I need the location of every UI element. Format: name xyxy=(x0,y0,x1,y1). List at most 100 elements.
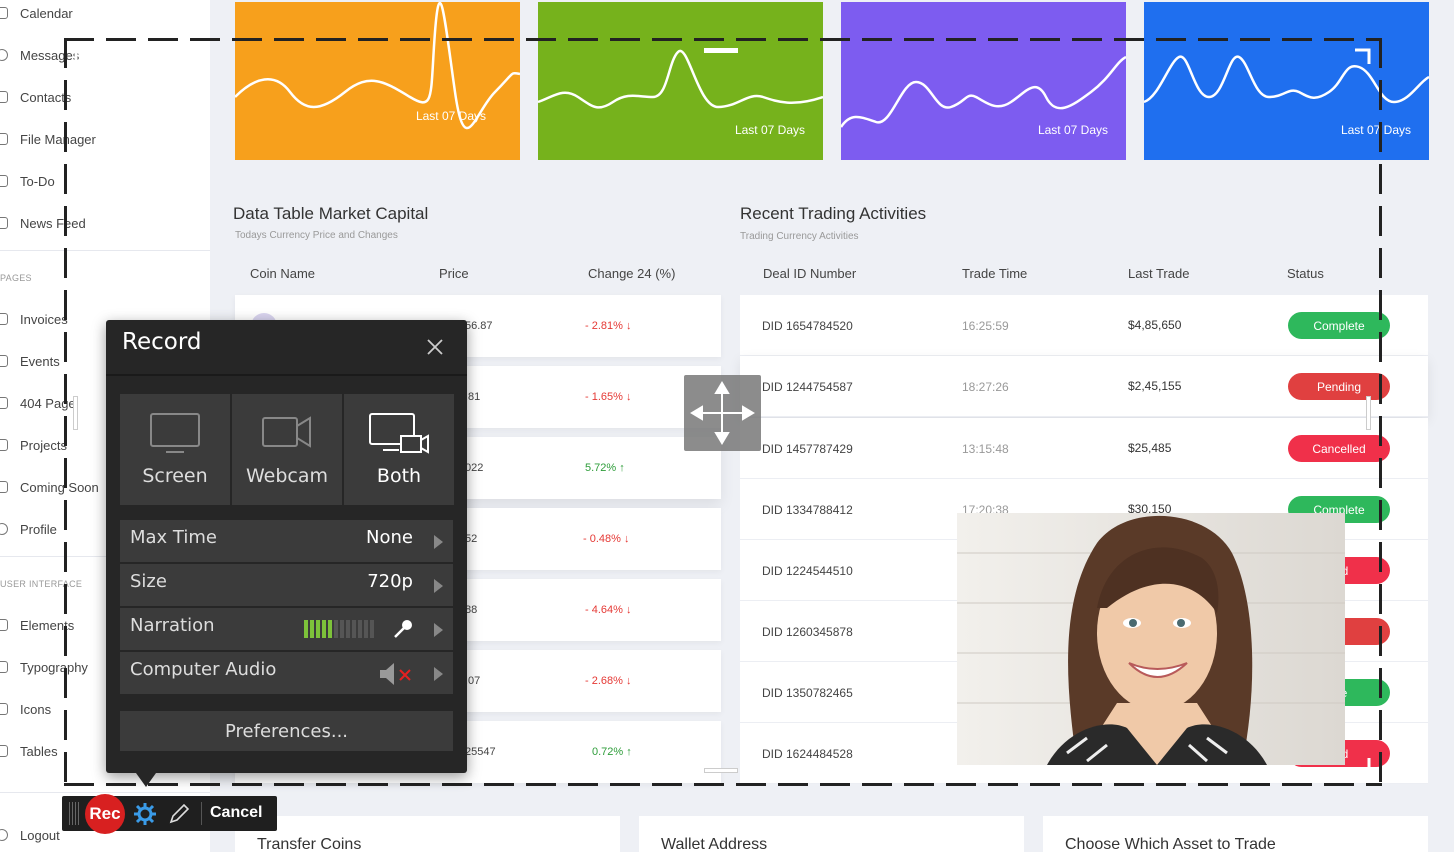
sidebar-item-projects[interactable]: Projects xyxy=(0,433,210,457)
sidebar-item-404[interactable]: 404 Page xyxy=(0,391,210,415)
webcam-preview[interactable] xyxy=(957,513,1345,765)
table-row[interactable]: DID 1244754587 18:27:26 $2,45,155 Pending xyxy=(740,356,1428,417)
resize-handle-left[interactable] xyxy=(73,396,78,430)
sidebar-item-todo[interactable]: To-Do xyxy=(0,169,210,193)
max-time-option[interactable]: Max Time None xyxy=(120,520,453,562)
last-trade: $4,85,650 xyxy=(1128,318,1182,332)
arrow-down-icon: ↓ xyxy=(625,320,632,332)
sidebar-item-profile[interactable]: Profile xyxy=(0,517,210,541)
size-option[interactable]: Size 720p xyxy=(120,564,453,606)
sidebar-item-logout[interactable]: Logout xyxy=(0,823,210,847)
record-button[interactable]: Rec xyxy=(85,794,125,834)
trade-time: 16:25:59 xyxy=(962,319,1009,333)
sidebar-item-news-feed[interactable]: News Feed xyxy=(0,211,210,235)
resize-handle-top[interactable] xyxy=(704,48,738,53)
drag-grip[interactable] xyxy=(69,802,81,825)
record-panel: Record Screen Webcam Both Max Time None … xyxy=(106,320,467,787)
preferences-button[interactable]: Preferences... xyxy=(120,711,453,751)
column-header-trade-time[interactable]: Trade Time xyxy=(962,266,1028,281)
toolbar-divider xyxy=(201,802,202,825)
narration-level-meter xyxy=(304,620,374,638)
source-webcam-button[interactable]: Webcam xyxy=(232,394,342,505)
resize-corner-top-right[interactable] xyxy=(1355,48,1371,64)
gear-icon[interactable] xyxy=(134,803,156,825)
speaker-muted-icon xyxy=(380,663,411,685)
user-icon xyxy=(0,523,8,535)
sidebar-item-typography[interactable]: Typography xyxy=(0,655,210,679)
cancel-button[interactable]: Cancel xyxy=(210,804,263,821)
resize-corner-bottom-right[interactable] xyxy=(1355,758,1371,774)
sidebar-item-messages[interactable]: Messages xyxy=(0,43,210,67)
sidebar-item-coming-soon[interactable]: Coming Soon xyxy=(0,475,210,499)
coin-price: .81 xyxy=(465,391,481,403)
capture-frame-top[interactable] xyxy=(64,38,1382,41)
column-header-deal-id[interactable]: Deal ID Number xyxy=(763,266,857,281)
column-header-status[interactable]: Status xyxy=(1287,266,1324,281)
sidebar-item-tables[interactable]: Tables xyxy=(0,739,210,763)
coin-change: - 1.65% ↓ xyxy=(585,391,632,403)
sidebar-item-contacts[interactable]: Contacts xyxy=(0,85,210,109)
card-period-label: Last 07 Days xyxy=(1037,123,1108,137)
table-row[interactable]: DID 1457787429 13:15:48 $25,485 Cancelled xyxy=(740,418,1428,479)
sidebar-item-events[interactable]: Events xyxy=(0,349,210,373)
capture-frame-bottom[interactable] xyxy=(64,783,1382,786)
option-label: Max Time xyxy=(130,527,217,548)
capture-frame-right[interactable] xyxy=(1379,38,1382,786)
sidebar-item-calendar[interactable]: Calendar xyxy=(0,1,210,25)
sidebar-item-elements[interactable]: Elements xyxy=(0,613,210,637)
coin-change: - 2.81% ↓ xyxy=(585,320,632,332)
resize-handle-bottom[interactable] xyxy=(704,768,738,773)
column-header-change[interactable]: Change 24 (%) xyxy=(588,266,676,281)
column-header-last-trade[interactable]: Last Trade xyxy=(1128,266,1190,281)
deal-id: DID 1350782465 xyxy=(762,686,853,700)
move-handle[interactable] xyxy=(684,375,761,451)
arrow-down-icon: ↓ xyxy=(625,675,632,687)
market-section-title: Data Table Market Capital xyxy=(233,204,429,223)
computer-audio-option[interactable]: Computer Audio xyxy=(120,652,453,694)
folder-icon xyxy=(0,133,8,145)
icons-icon xyxy=(0,703,8,715)
sidebar-item-icons[interactable]: Icons xyxy=(0,697,210,721)
close-icon[interactable] xyxy=(424,336,446,358)
sparkline xyxy=(235,2,520,130)
arrow-up-icon: ↑ xyxy=(619,462,625,474)
recording-toolbar: Rec Cancel xyxy=(62,794,277,834)
status-badge: Complete xyxy=(1288,312,1390,339)
card-title: Choose Which Asset to Trade xyxy=(1065,836,1276,852)
narration-option[interactable]: Narration xyxy=(120,608,453,650)
column-header-price[interactable]: Price xyxy=(439,266,469,281)
capture-frame-left[interactable] xyxy=(64,38,67,786)
events-icon xyxy=(0,355,8,367)
source-both-button[interactable]: Both xyxy=(344,394,454,505)
resize-corner-top-left[interactable] xyxy=(74,48,90,64)
resize-corner-bottom-left[interactable] xyxy=(74,758,90,774)
coin-change: - 4.64% ↓ xyxy=(585,604,632,616)
asset-trade-card: Choose Which Asset to Trade xyxy=(1043,816,1428,852)
divider xyxy=(106,374,467,376)
deal-id: DID 1244754587 xyxy=(762,380,853,394)
sparkline xyxy=(538,49,823,109)
warning-icon xyxy=(0,397,8,409)
stat-card-green: Last 07 Days xyxy=(538,2,823,160)
arrow-down-icon: ↓ xyxy=(623,533,630,545)
sidebar-item-invoices[interactable]: Invoices xyxy=(0,307,210,331)
deal-id: DID 1224544510 xyxy=(762,564,853,578)
microphone-icon xyxy=(394,620,412,638)
table-row[interactable]: DID 1654784520 16:25:59 $4,85,650 Complete xyxy=(740,295,1428,356)
column-header-coin[interactable]: Coin Name xyxy=(250,266,316,281)
sidebar-item-file-manager[interactable]: File Manager xyxy=(0,127,210,151)
record-panel-title: Record xyxy=(122,329,202,355)
calendar-icon xyxy=(0,7,8,19)
chevron-right-icon xyxy=(434,579,443,593)
option-value: None xyxy=(366,527,413,548)
typography-icon xyxy=(0,661,8,673)
pencil-icon[interactable] xyxy=(168,803,190,825)
move-arrows-icon xyxy=(690,381,755,445)
resize-handle-right[interactable] xyxy=(1366,396,1371,430)
source-screen-button[interactable]: Screen xyxy=(120,394,230,505)
table-icon xyxy=(0,745,8,757)
coin-price: 52 xyxy=(465,533,478,545)
clock-icon xyxy=(0,481,8,493)
elements-icon xyxy=(0,619,8,631)
source-label: Webcam xyxy=(245,465,329,487)
